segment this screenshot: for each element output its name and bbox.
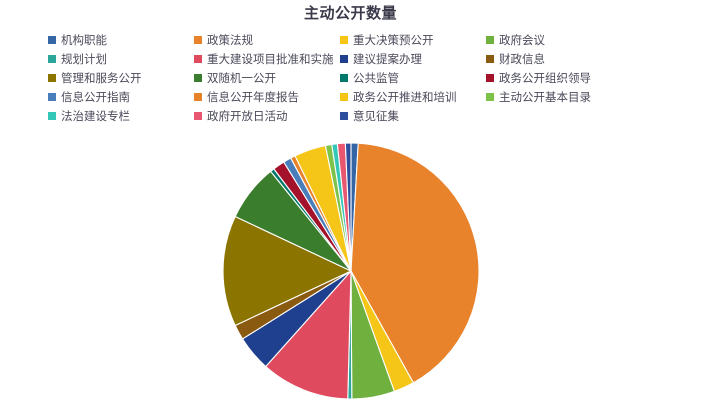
legend-item[interactable]: 规划计划 (48, 49, 194, 68)
legend-item[interactable]: 重大决策预公开 (340, 30, 486, 49)
legend-swatch-icon (486, 92, 494, 101)
legend-item[interactable]: 政务公开组织领导 (486, 68, 632, 87)
legend-item-label: 公共监管 (353, 70, 399, 85)
legend-swatch-icon (194, 35, 202, 44)
legend-item-label: 政策法规 (207, 32, 253, 47)
legend-item-label: 意见征集 (353, 108, 399, 123)
legend-item[interactable]: 建议提案办理 (340, 49, 486, 68)
pie-slice[interactable] (349, 142, 479, 384)
pie-slice[interactable] (221, 215, 352, 327)
legend-item-label: 政务公开组织领导 (499, 70, 591, 85)
legend-item[interactable]: 财政信息 (486, 49, 632, 68)
pie-chart-svg (221, 142, 479, 400)
legend-item-label: 政府开放日活动 (207, 108, 288, 123)
legend-item[interactable]: 政务公开推进和培训 (340, 87, 486, 106)
legend-item-label: 信息公开指南 (61, 89, 130, 104)
legend-item-label: 主动公开基本目录 (499, 89, 591, 104)
legend-item[interactable]: 政府开放日活动 (194, 106, 340, 125)
legend-swatch-icon (340, 92, 348, 101)
legend-swatch-icon (340, 73, 348, 82)
legend-swatch-icon (48, 54, 56, 63)
legend-item[interactable]: 政策法规 (194, 30, 340, 49)
legend-item-label: 双随机一公开 (207, 70, 276, 85)
legend-swatch-icon (194, 92, 202, 101)
legend-swatch-icon (340, 35, 348, 44)
legend-item[interactable]: 法治建设专栏 (48, 106, 194, 125)
chart-title: 主动公开数量 (303, 4, 397, 22)
legend-item-label: 财政信息 (499, 51, 545, 66)
legend-item[interactable]: 机构职能 (48, 30, 194, 49)
legend-item-label: 重大决策预公开 (353, 32, 434, 47)
chart-legend: 机构职能 政策法规 重大决策预公开 政府会议规划计划 重大建设项目批准和实施 建议提案办理… (48, 30, 668, 125)
legend-item-label: 政务公开推进和培训 (353, 89, 457, 104)
legend-item[interactable]: 信息公开年度报告 (194, 87, 340, 106)
pie-slice[interactable] (344, 142, 352, 272)
legend-swatch-icon (48, 73, 56, 82)
legend-swatch-icon (194, 73, 202, 82)
legend-swatch-icon (48, 92, 56, 101)
legend-item-label: 机构职能 (61, 32, 107, 47)
legend-item-label: 重大建设项目批准和实施 (207, 51, 334, 66)
legend-item[interactable]: 主动公开基本目录 (486, 87, 632, 106)
legend-item-label: 建议提案办理 (353, 51, 422, 66)
legend-swatch-icon (194, 111, 202, 120)
legend-item-label: 政府会议 (499, 32, 545, 47)
legend-item[interactable]: 信息公开指南 (48, 87, 194, 106)
legend-swatch-icon (340, 54, 348, 63)
legend-swatch-icon (340, 111, 348, 120)
legend-swatch-icon (48, 35, 56, 44)
legend-item[interactable]: 政府会议 (486, 30, 632, 49)
legend-item[interactable]: 公共监管 (340, 68, 486, 87)
legend-item[interactable]: 双随机一公开 (194, 68, 340, 87)
legend-item[interactable]: 意见征集 (340, 106, 486, 125)
legend-item-label: 管理和服务公开 (61, 70, 142, 85)
legend-item[interactable]: 管理和服务公开 (48, 68, 194, 87)
legend-swatch-icon (486, 54, 494, 63)
legend-swatch-icon (486, 35, 494, 44)
legend-item-label: 规划计划 (61, 51, 107, 66)
legend-swatch-icon (48, 111, 56, 120)
legend-swatch-icon (194, 54, 202, 63)
legend-item-label: 信息公开年度报告 (207, 89, 299, 104)
pie-slice[interactable] (264, 269, 352, 400)
legend-item-label: 法治建设专栏 (61, 108, 130, 123)
pie-chart-area (0, 138, 701, 409)
legend-swatch-icon (486, 73, 494, 82)
legend-item[interactable]: 重大建设项目批准和实施 (194, 49, 340, 68)
